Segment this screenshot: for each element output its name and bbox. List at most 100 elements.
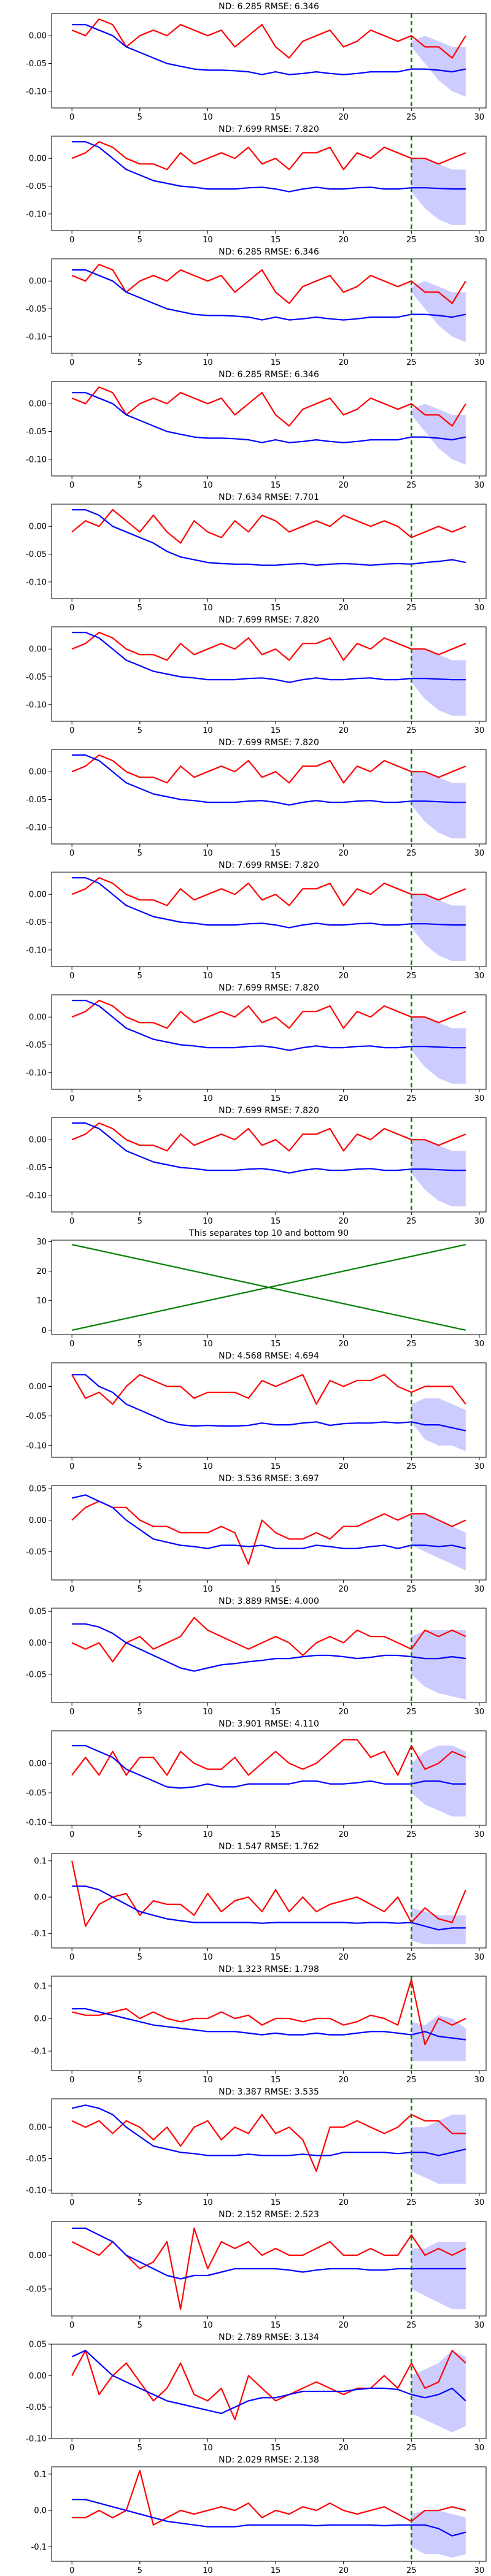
chart-title: ND: 6.285 RMSE: 6.346 <box>218 247 319 257</box>
y-tick-label: -0.05 <box>26 182 47 191</box>
x-tick-label: 20 <box>338 1217 349 1226</box>
chart-panel: ND: 2.029 RMSE: 2.138 0 5 10 15 20 25 30 0.1 0.0 -… <box>0 2453 491 2576</box>
x-tick-label: 20 <box>338 1708 349 1717</box>
series-line <box>72 1623 466 1672</box>
y-tick-label: -0.05 <box>26 673 47 682</box>
series-line <box>72 2499 466 2537</box>
series-line <box>71 877 466 907</box>
x-tick-label: 30 <box>474 2076 485 2085</box>
y-tick-label: -0.05 <box>26 1789 47 1798</box>
x-tick-label: 20 <box>338 1094 349 1103</box>
x-tick-label: 5 <box>137 726 142 735</box>
x-tick-label: 10 <box>203 358 213 367</box>
y-tick-label: -0.05 <box>26 550 47 559</box>
x-tick-label: 20 <box>338 2198 349 2207</box>
series-line <box>71 141 466 171</box>
chart-title: ND: 7.699 RMSE: 7.820 <box>218 615 319 625</box>
x-tick-label: 10 <box>203 1585 213 1594</box>
x-tick-label: 15 <box>271 358 281 367</box>
x-tick-label: 0 <box>69 726 74 735</box>
series-line <box>71 1617 466 1663</box>
y-tick-label: 0.00 <box>29 1382 47 1392</box>
x-tick-label: 30 <box>474 1830 485 1839</box>
x-tick-label: 25 <box>406 113 417 122</box>
chart-panel: ND: 1.547 RMSE: 1.762 0 5 10 15 20 25 30 0.1 0.0 -… <box>0 1840 491 1963</box>
chart-title: ND: 2.152 RMSE: 2.523 <box>218 2210 319 2220</box>
chart-title: ND: 6.285 RMSE: 6.346 <box>218 2 319 12</box>
x-tick-label: 5 <box>137 481 142 490</box>
y-tick-label: -0.05 <box>26 1670 47 1679</box>
uncertainty-band <box>411 36 466 97</box>
y-tick-label: -0.05 <box>26 1547 47 1557</box>
x-tick-label: 20 <box>338 481 349 490</box>
x-tick-label: 15 <box>271 2321 281 2330</box>
series-line <box>72 509 466 566</box>
plot-frame <box>51 1485 487 1581</box>
x-tick-label: 25 <box>406 236 417 245</box>
plot-frame <box>51 626 487 722</box>
x-tick-label: 30 <box>474 2444 485 2453</box>
y-tick-label: -0.05 <box>26 918 47 927</box>
x-tick-label: 0 <box>69 1830 74 1839</box>
plot-frame <box>51 2344 487 2439</box>
chart-svg: ND: 6.285 RMSE: 6.346 0 5 10 15 20 25 30 0.00 -0.… <box>26 247 487 367</box>
chart-title: ND: 3.901 RMSE: 4.110 <box>218 1719 319 1729</box>
x-tick-label: 0 <box>69 849 74 858</box>
series-line <box>72 392 466 443</box>
y-tick-label: -0.05 <box>26 2285 47 2294</box>
x-tick-label: 5 <box>137 2076 142 2085</box>
x-tick-label: 5 <box>137 236 142 245</box>
series-line <box>71 1374 466 1405</box>
series-line <box>71 1000 466 1029</box>
y-tick-label: 10 <box>36 1297 47 1306</box>
x-tick-label: 20 <box>338 604 349 613</box>
chart-svg: ND: 7.699 RMSE: 7.820 0 5 10 15 20 25 30 0.00 -0.… <box>26 983 487 1103</box>
y-tick-label: 0.00 <box>29 2252 47 2261</box>
x-tick-label: 20 <box>338 2076 349 2085</box>
x-tick-label: 10 <box>203 2198 213 2207</box>
y-tick-label: 0.1 <box>34 1857 47 1866</box>
series-line <box>71 18 466 59</box>
chart-svg: ND: 6.285 RMSE: 6.346 0 5 10 15 20 25 30 0.00 -0.… <box>26 370 487 490</box>
x-tick-label: 10 <box>203 972 213 981</box>
x-tick-label: 20 <box>338 849 349 858</box>
y-tick-label: 0.00 <box>29 2123 47 2133</box>
chart-svg: This separates top 10 and bottom 90 0 5 10 1… <box>36 1229 487 1349</box>
chart-panel: ND: 7.699 RMSE: 7.820 0 5 10 15 20 25 30 0.00 -0.… <box>0 981 491 1104</box>
chart-title: ND: 3.889 RMSE: 4.000 <box>218 1597 319 1606</box>
plot-frame <box>51 872 487 967</box>
y-tick-label: 0.00 <box>29 1759 47 1768</box>
y-tick-label: 0.1 <box>34 2470 47 2479</box>
chart-svg: ND: 2.152 RMSE: 2.523 0 5 10 15 20 25 30 0.00 -0.… <box>26 2210 487 2330</box>
x-tick-label: 0 <box>69 358 74 367</box>
y-tick-label: 0.0 <box>34 2507 47 2516</box>
x-tick-label: 30 <box>474 604 485 613</box>
y-tick-label: 0.00 <box>29 32 47 41</box>
chart-panel: ND: 7.699 RMSE: 7.820 0 5 10 15 20 25 30 0.00 -0.… <box>0 613 491 736</box>
chart-title: ND: 7.699 RMSE: 7.820 <box>218 1106 319 1116</box>
x-tick-label: 20 <box>338 2321 349 2330</box>
x-tick-label: 25 <box>406 2444 417 2453</box>
y-tick-label: -0.05 <box>26 1041 47 1050</box>
y-tick-label: -0.05 <box>26 59 47 69</box>
x-tick-label: 10 <box>203 1953 213 1962</box>
chart-panel: ND: 1.323 RMSE: 1.798 0 5 10 15 20 25 30 0.1 0.0 -… <box>0 1963 491 2085</box>
chart-title: ND: 6.285 RMSE: 6.346 <box>218 370 319 380</box>
x-tick-label: 0 <box>69 604 74 613</box>
chart-title: ND: 3.387 RMSE: 3.535 <box>218 2087 319 2097</box>
plot-frame <box>51 749 487 845</box>
series-line <box>71 1494 466 1549</box>
series-line <box>72 24 466 75</box>
chart-svg: ND: 2.789 RMSE: 3.134 0 5 10 15 20 25 30 0.05 0.0… <box>26 2333 487 2453</box>
x-tick-label: 15 <box>271 481 281 490</box>
series-line <box>72 877 466 929</box>
y-tick-label: -0.10 <box>26 1441 47 1451</box>
x-tick-label: 5 <box>137 2444 142 2453</box>
y-tick-label: 0.00 <box>29 277 47 286</box>
plot-frame <box>51 1117 487 1213</box>
y-tick-label: -0.10 <box>26 332 47 342</box>
x-tick-label: 10 <box>203 1094 213 1103</box>
y-tick-label: -0.10 <box>26 1191 47 1200</box>
y-tick-label: -0.10 <box>26 700 47 710</box>
chart-panel: ND: 3.901 RMSE: 4.110 0 5 10 15 20 25 30 0.00 -0.… <box>0 1717 491 1840</box>
